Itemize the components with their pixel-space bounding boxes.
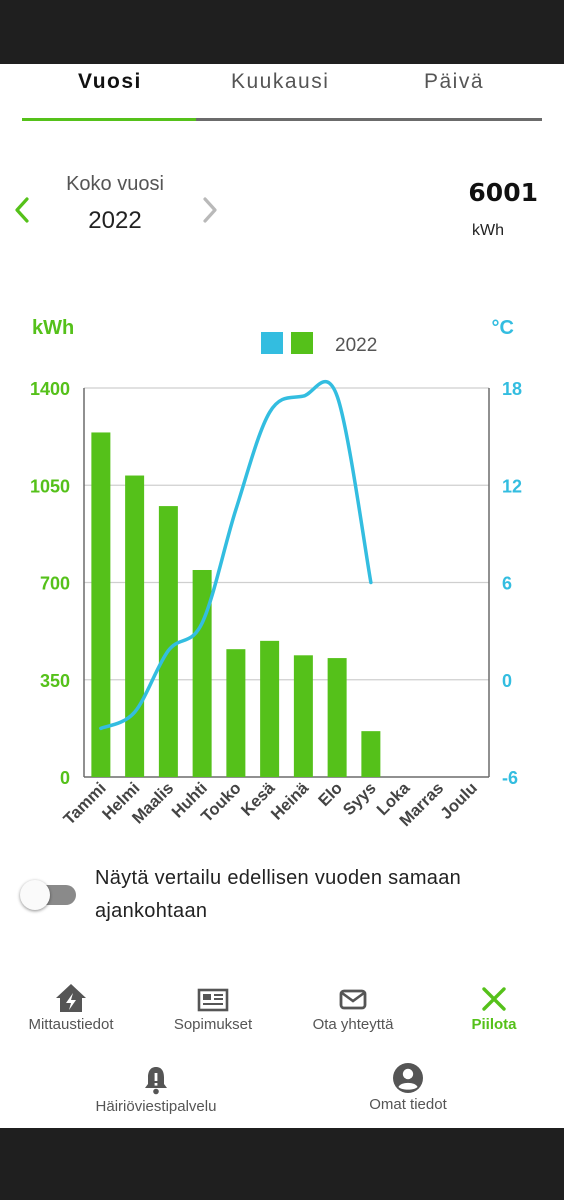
period-tabs: Vuosi Kuukausi Päivä — [22, 64, 542, 122]
left-axis-tick: 700 — [40, 574, 70, 594]
mail-icon — [339, 989, 367, 1010]
nav-contracts[interactable]: Sopimukset — [160, 986, 266, 1033]
chevron-right-icon — [203, 197, 217, 223]
nav-outage-alerts-label: Häiriöviestipalvelu — [95, 1098, 217, 1115]
right-axis-unit: °C — [492, 317, 514, 339]
legend-consumption-swatch — [291, 332, 313, 354]
consumption-bar — [158, 506, 178, 777]
period-year: 2022 — [88, 207, 142, 234]
legend-temperature-swatch — [261, 332, 283, 354]
account-icon — [393, 1063, 423, 1093]
right-axis-tick: 0 — [502, 671, 512, 691]
nav-hide-label: Piilota — [471, 1016, 517, 1033]
consumption-chart: kWh °C 2022 0 350 700 1050 1400 -6 0 6 12 18 Tammi Hel… — [0, 300, 564, 840]
close-icon — [482, 987, 506, 1011]
tab-active-indicator — [22, 118, 196, 121]
tab-month[interactable]: Kuukausi — [231, 70, 330, 93]
nav-contracts-label: Sopimukset — [173, 1016, 253, 1033]
right-axis-tick: 6 — [502, 574, 512, 594]
consumption-bar — [192, 569, 212, 777]
toggle-knob — [20, 880, 50, 910]
consumption-bar — [293, 655, 313, 777]
system-navigation-bar — [0, 1128, 564, 1200]
newspaper-icon — [197, 988, 229, 1012]
nav-measurements-label: Mittaustiedot — [28, 1016, 114, 1033]
previous-period-button[interactable] — [9, 194, 37, 226]
total-consumption-unit: kWh — [472, 222, 504, 239]
next-period-button[interactable] — [196, 194, 224, 226]
right-axis-tick: 12 — [502, 476, 522, 496]
nav-my-info[interactable]: Omat tiedot — [352, 1062, 464, 1113]
temperature-line — [99, 379, 373, 731]
tab-year[interactable]: Vuosi — [78, 70, 142, 93]
consumption-chart-svg: kWh °C2022035070010501400-6061218TammiHel… — [30, 317, 522, 830]
nav-contact-label: Ota yhteyttä — [312, 1016, 394, 1033]
system-status-bar — [0, 0, 564, 64]
left-axis-tick: 350 — [40, 671, 70, 691]
home-bolt-icon — [56, 984, 86, 1012]
nav-measurements[interactable]: Mittaustiedot — [18, 982, 124, 1033]
left-axis-tick: 0 — [60, 768, 70, 788]
tab-divider — [22, 118, 542, 121]
consumption-bar — [226, 649, 246, 777]
period-label: Koko vuosi — [66, 173, 164, 195]
right-axis-tick: 18 — [502, 379, 522, 399]
chevron-left-icon — [15, 197, 29, 223]
left-axis-tick: 1400 — [30, 379, 70, 399]
consumption-bar — [91, 432, 111, 777]
bell-alert-icon — [145, 1067, 167, 1095]
consumption-bar — [361, 731, 381, 777]
nav-hide[interactable]: Piilota — [450, 984, 538, 1033]
tab-day[interactable]: Päivä — [424, 70, 485, 93]
nav-contact[interactable]: Ota yhteyttä — [300, 986, 406, 1033]
consumption-bar — [327, 658, 347, 777]
left-axis-tick: 1050 — [30, 476, 70, 496]
left-axis-unit: kWh — [32, 317, 74, 339]
x-axis-category-label: Heinä — [268, 779, 313, 824]
x-axis-category-label: Joulu — [437, 779, 481, 823]
comparison-toggle-label: Näytä vertailu edellisen vuoden samaan a… — [95, 867, 462, 922]
legend-label: 2022 — [335, 335, 377, 356]
comparison-toggle[interactable] — [20, 880, 78, 910]
consumption-bar — [260, 640, 280, 777]
nav-outage-alerts[interactable]: Häiriöviestipalvelu — [70, 1064, 242, 1115]
x-axis-category-label: Syys — [340, 779, 380, 819]
total-consumption-value: 6001 — [468, 178, 538, 207]
nav-my-info-label: Omat tiedot — [369, 1096, 447, 1113]
right-axis-tick: -6 — [502, 768, 518, 788]
consumption-bar — [125, 475, 145, 777]
